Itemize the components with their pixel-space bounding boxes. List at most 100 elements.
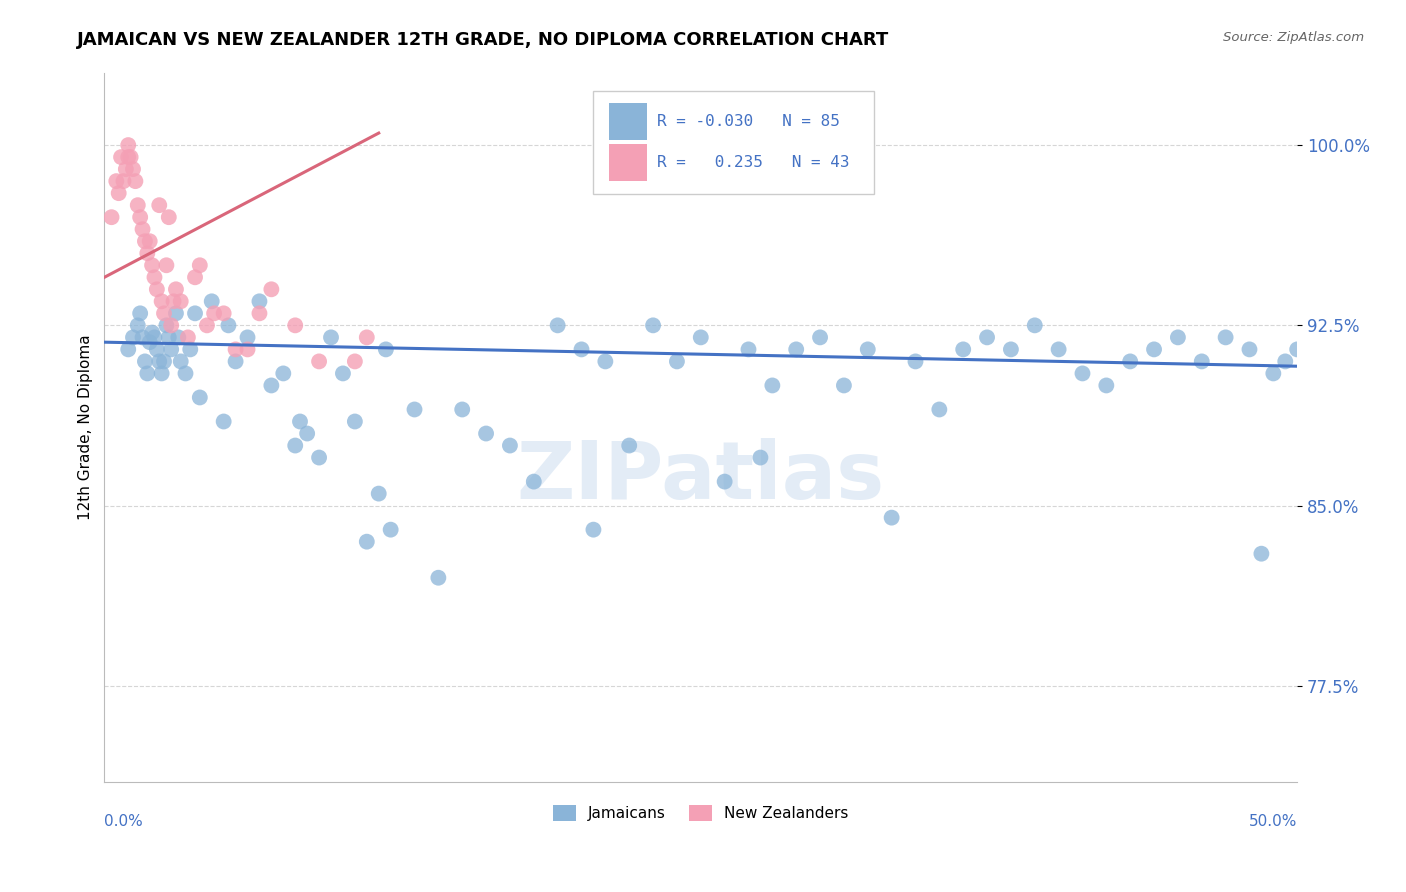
Point: [165, 282, 187, 296]
Point: [136, 367, 159, 381]
Point: [131, 222, 153, 236]
Point: [308, 354, 330, 368]
Point: [148, 354, 170, 368]
Point: [295, 426, 318, 441]
Point: [1286, 343, 1309, 357]
Y-axis label: 12th Grade, No Diploma: 12th Grade, No Diploma: [79, 334, 93, 520]
Text: R = -0.030   N = 85: R = -0.030 N = 85: [657, 114, 839, 129]
Point: [547, 318, 569, 333]
Point: [689, 330, 711, 344]
Point: [1191, 354, 1213, 368]
Point: [155, 258, 177, 272]
Point: [404, 402, 426, 417]
Point: [184, 270, 207, 285]
Point: [138, 335, 160, 350]
Point: [153, 354, 176, 368]
Point: [201, 294, 224, 309]
Point: [665, 354, 688, 368]
Point: [928, 402, 950, 417]
Point: [808, 330, 831, 344]
Point: [499, 438, 522, 452]
Point: [160, 318, 183, 333]
Point: [212, 415, 235, 429]
Point: [284, 318, 307, 333]
Point: [184, 306, 207, 320]
Point: [170, 294, 193, 309]
Point: [143, 270, 166, 285]
Point: [165, 306, 187, 320]
Point: [367, 486, 389, 500]
Text: Source: ZipAtlas.com: Source: ZipAtlas.com: [1223, 31, 1364, 45]
Point: [225, 343, 247, 357]
FancyBboxPatch shape: [593, 91, 873, 194]
Point: [117, 343, 139, 357]
Point: [856, 343, 879, 357]
Point: [141, 326, 163, 340]
Point: [475, 426, 498, 441]
Point: [427, 571, 450, 585]
Point: [127, 198, 149, 212]
Point: [343, 415, 366, 429]
Point: [105, 174, 128, 188]
Point: [170, 354, 193, 368]
Point: [356, 534, 378, 549]
Text: JAMAICAN VS NEW ZEALANDER 12TH GRADE, NO DIPLOMA CORRELATION CHART: JAMAICAN VS NEW ZEALANDER 12TH GRADE, NO…: [77, 31, 890, 49]
Point: [713, 475, 735, 489]
Point: [641, 318, 664, 333]
Point: [1274, 354, 1296, 368]
Point: [134, 354, 156, 368]
Point: [1024, 318, 1046, 333]
Point: [236, 330, 259, 344]
Point: [179, 343, 201, 357]
Point: [749, 450, 772, 465]
Point: [582, 523, 605, 537]
Point: [155, 318, 177, 333]
Point: [249, 306, 271, 320]
Point: [117, 150, 139, 164]
Point: [157, 210, 180, 224]
Point: [1239, 343, 1261, 357]
Point: [141, 258, 163, 272]
Point: [217, 318, 239, 333]
Point: [134, 234, 156, 248]
Point: [356, 330, 378, 344]
Point: [124, 174, 146, 188]
Point: [148, 198, 170, 212]
Point: [249, 294, 271, 309]
Point: [146, 343, 169, 357]
FancyBboxPatch shape: [609, 144, 647, 181]
Point: [157, 330, 180, 344]
Point: [1119, 354, 1142, 368]
Point: [129, 210, 152, 224]
Point: [188, 391, 211, 405]
Text: ZIPatlas: ZIPatlas: [516, 438, 884, 516]
Point: [107, 186, 129, 201]
Point: [785, 343, 807, 357]
Point: [146, 282, 169, 296]
Point: [288, 415, 311, 429]
Point: [761, 378, 783, 392]
Point: [167, 330, 190, 344]
Point: [143, 330, 166, 344]
Point: [952, 343, 974, 357]
Point: [120, 150, 142, 164]
Point: [127, 318, 149, 333]
Point: [115, 162, 138, 177]
Point: [212, 306, 235, 320]
Point: [202, 306, 225, 320]
Point: [1095, 378, 1118, 392]
Point: [284, 438, 307, 452]
Point: [271, 367, 294, 381]
Point: [236, 343, 259, 357]
Point: [136, 246, 159, 260]
Point: [1000, 343, 1022, 357]
Point: [260, 282, 283, 296]
Point: [177, 330, 200, 344]
Point: [1143, 343, 1166, 357]
Point: [451, 402, 474, 417]
Point: [195, 318, 218, 333]
Point: [976, 330, 998, 344]
Point: [332, 367, 354, 381]
Point: [319, 330, 342, 344]
Point: [1250, 547, 1272, 561]
